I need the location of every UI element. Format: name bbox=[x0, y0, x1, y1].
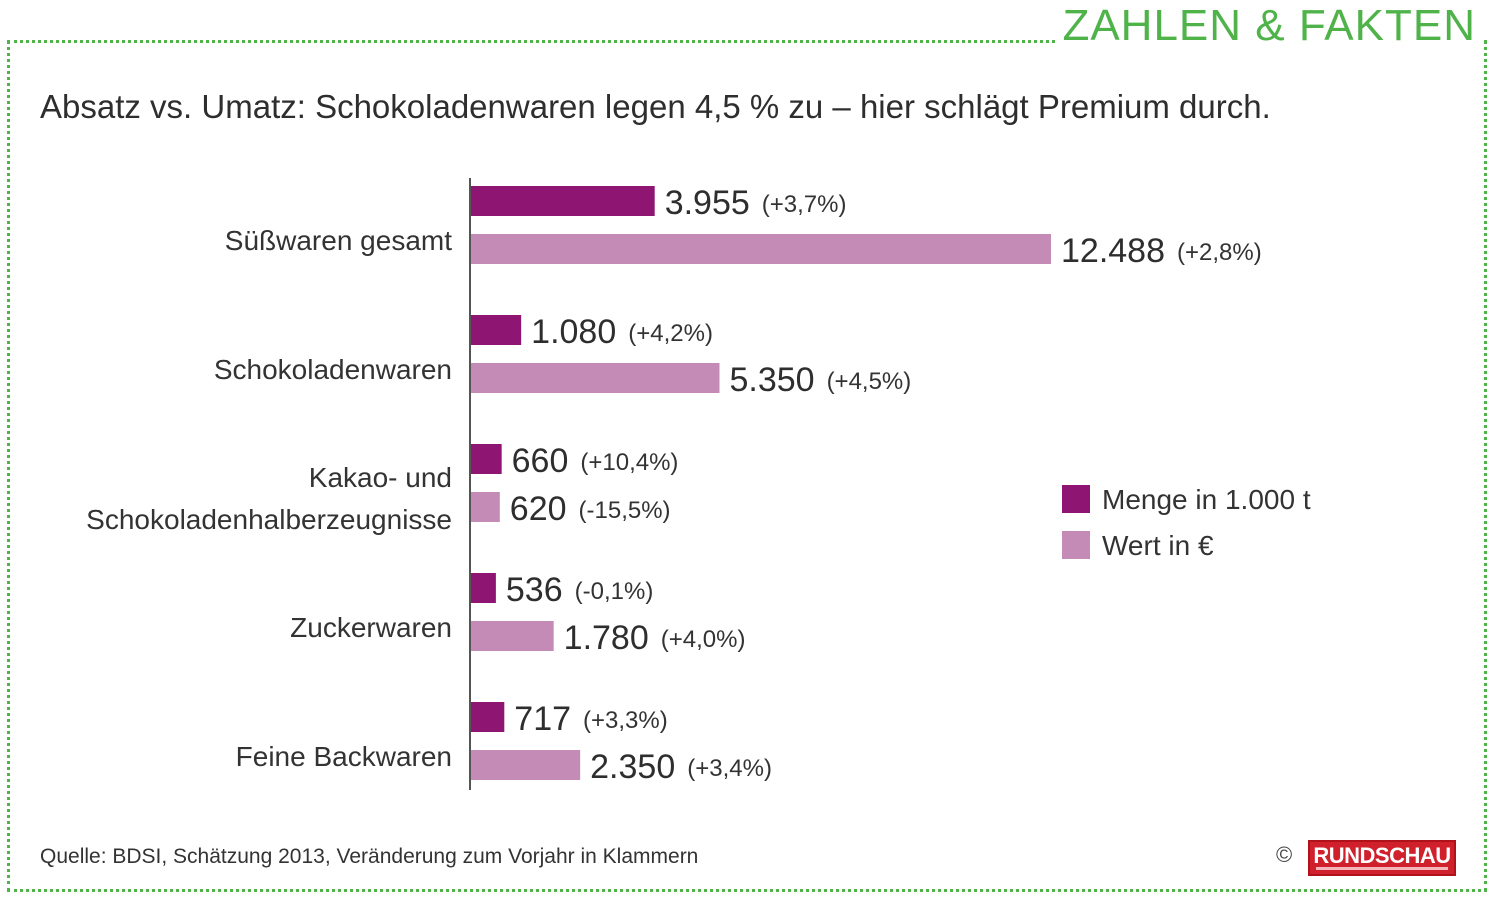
value-label: 660 bbox=[512, 442, 569, 480]
change-label: (-15,5%) bbox=[579, 497, 671, 524]
value-label: 3.955 bbox=[665, 184, 750, 222]
category-label: Schokoladenhalberzeugnisse bbox=[86, 504, 452, 535]
legend-swatch bbox=[1062, 485, 1090, 513]
logo-subline bbox=[1316, 867, 1448, 870]
section-header: ZAHLEN & FAKTEN bbox=[1056, 0, 1482, 52]
change-label: (+4,0%) bbox=[661, 626, 746, 653]
bar bbox=[471, 363, 720, 393]
bar bbox=[471, 315, 522, 345]
change-label: (+4,2%) bbox=[628, 320, 713, 347]
value-label: 12.488 bbox=[1061, 232, 1165, 270]
category-label: Feine Backwaren bbox=[236, 741, 452, 772]
bar bbox=[471, 621, 554, 651]
value-label: 1.080 bbox=[531, 313, 616, 351]
bar bbox=[471, 750, 581, 780]
bar bbox=[471, 444, 502, 474]
category-label: Kakao- und bbox=[309, 462, 452, 493]
legend-label: Menge in 1.000 t bbox=[1102, 484, 1311, 515]
logo-text: RUNDSCHAU bbox=[1313, 843, 1451, 868]
change-label: (+10,4%) bbox=[580, 449, 678, 476]
category-label: Süßwaren gesamt bbox=[225, 225, 452, 256]
copyright-symbol: © bbox=[1276, 842, 1293, 867]
source-note: Quelle: BDSI, Schätzung 2013, Veränderun… bbox=[40, 845, 699, 868]
value-label: 1.780 bbox=[564, 619, 649, 657]
value-label: 5.350 bbox=[729, 361, 814, 399]
bar bbox=[471, 492, 500, 522]
legend-label: Wert in € bbox=[1102, 530, 1214, 561]
value-label: 536 bbox=[506, 571, 563, 609]
rundschau-logo: RUNDSCHAU bbox=[1308, 840, 1456, 876]
value-label: 717 bbox=[514, 700, 571, 738]
value-label: 2.350 bbox=[590, 748, 675, 786]
category-label: Schokoladenwaren bbox=[214, 354, 452, 385]
section-header-label: ZAHLEN & FAKTEN bbox=[1062, 1, 1476, 50]
value-label: 620 bbox=[510, 490, 567, 528]
change-label: (+2,8%) bbox=[1177, 239, 1262, 266]
change-label: (+4,5%) bbox=[827, 368, 912, 395]
change-label: (-0,1%) bbox=[575, 578, 654, 605]
bar bbox=[471, 702, 505, 732]
bar bbox=[471, 573, 496, 603]
change-label: (+3,4%) bbox=[687, 755, 772, 782]
chart-title: Absatz vs. Umatz: Schokoladenwaren legen… bbox=[40, 88, 1271, 125]
bar bbox=[471, 186, 655, 216]
change-label: (+3,3%) bbox=[583, 707, 668, 734]
change-label: (+3,7%) bbox=[762, 191, 847, 218]
legend-swatch bbox=[1062, 531, 1090, 559]
category-label: Zuckerwaren bbox=[290, 612, 452, 643]
dotted-frame bbox=[7, 40, 1487, 892]
bar bbox=[471, 234, 1051, 264]
